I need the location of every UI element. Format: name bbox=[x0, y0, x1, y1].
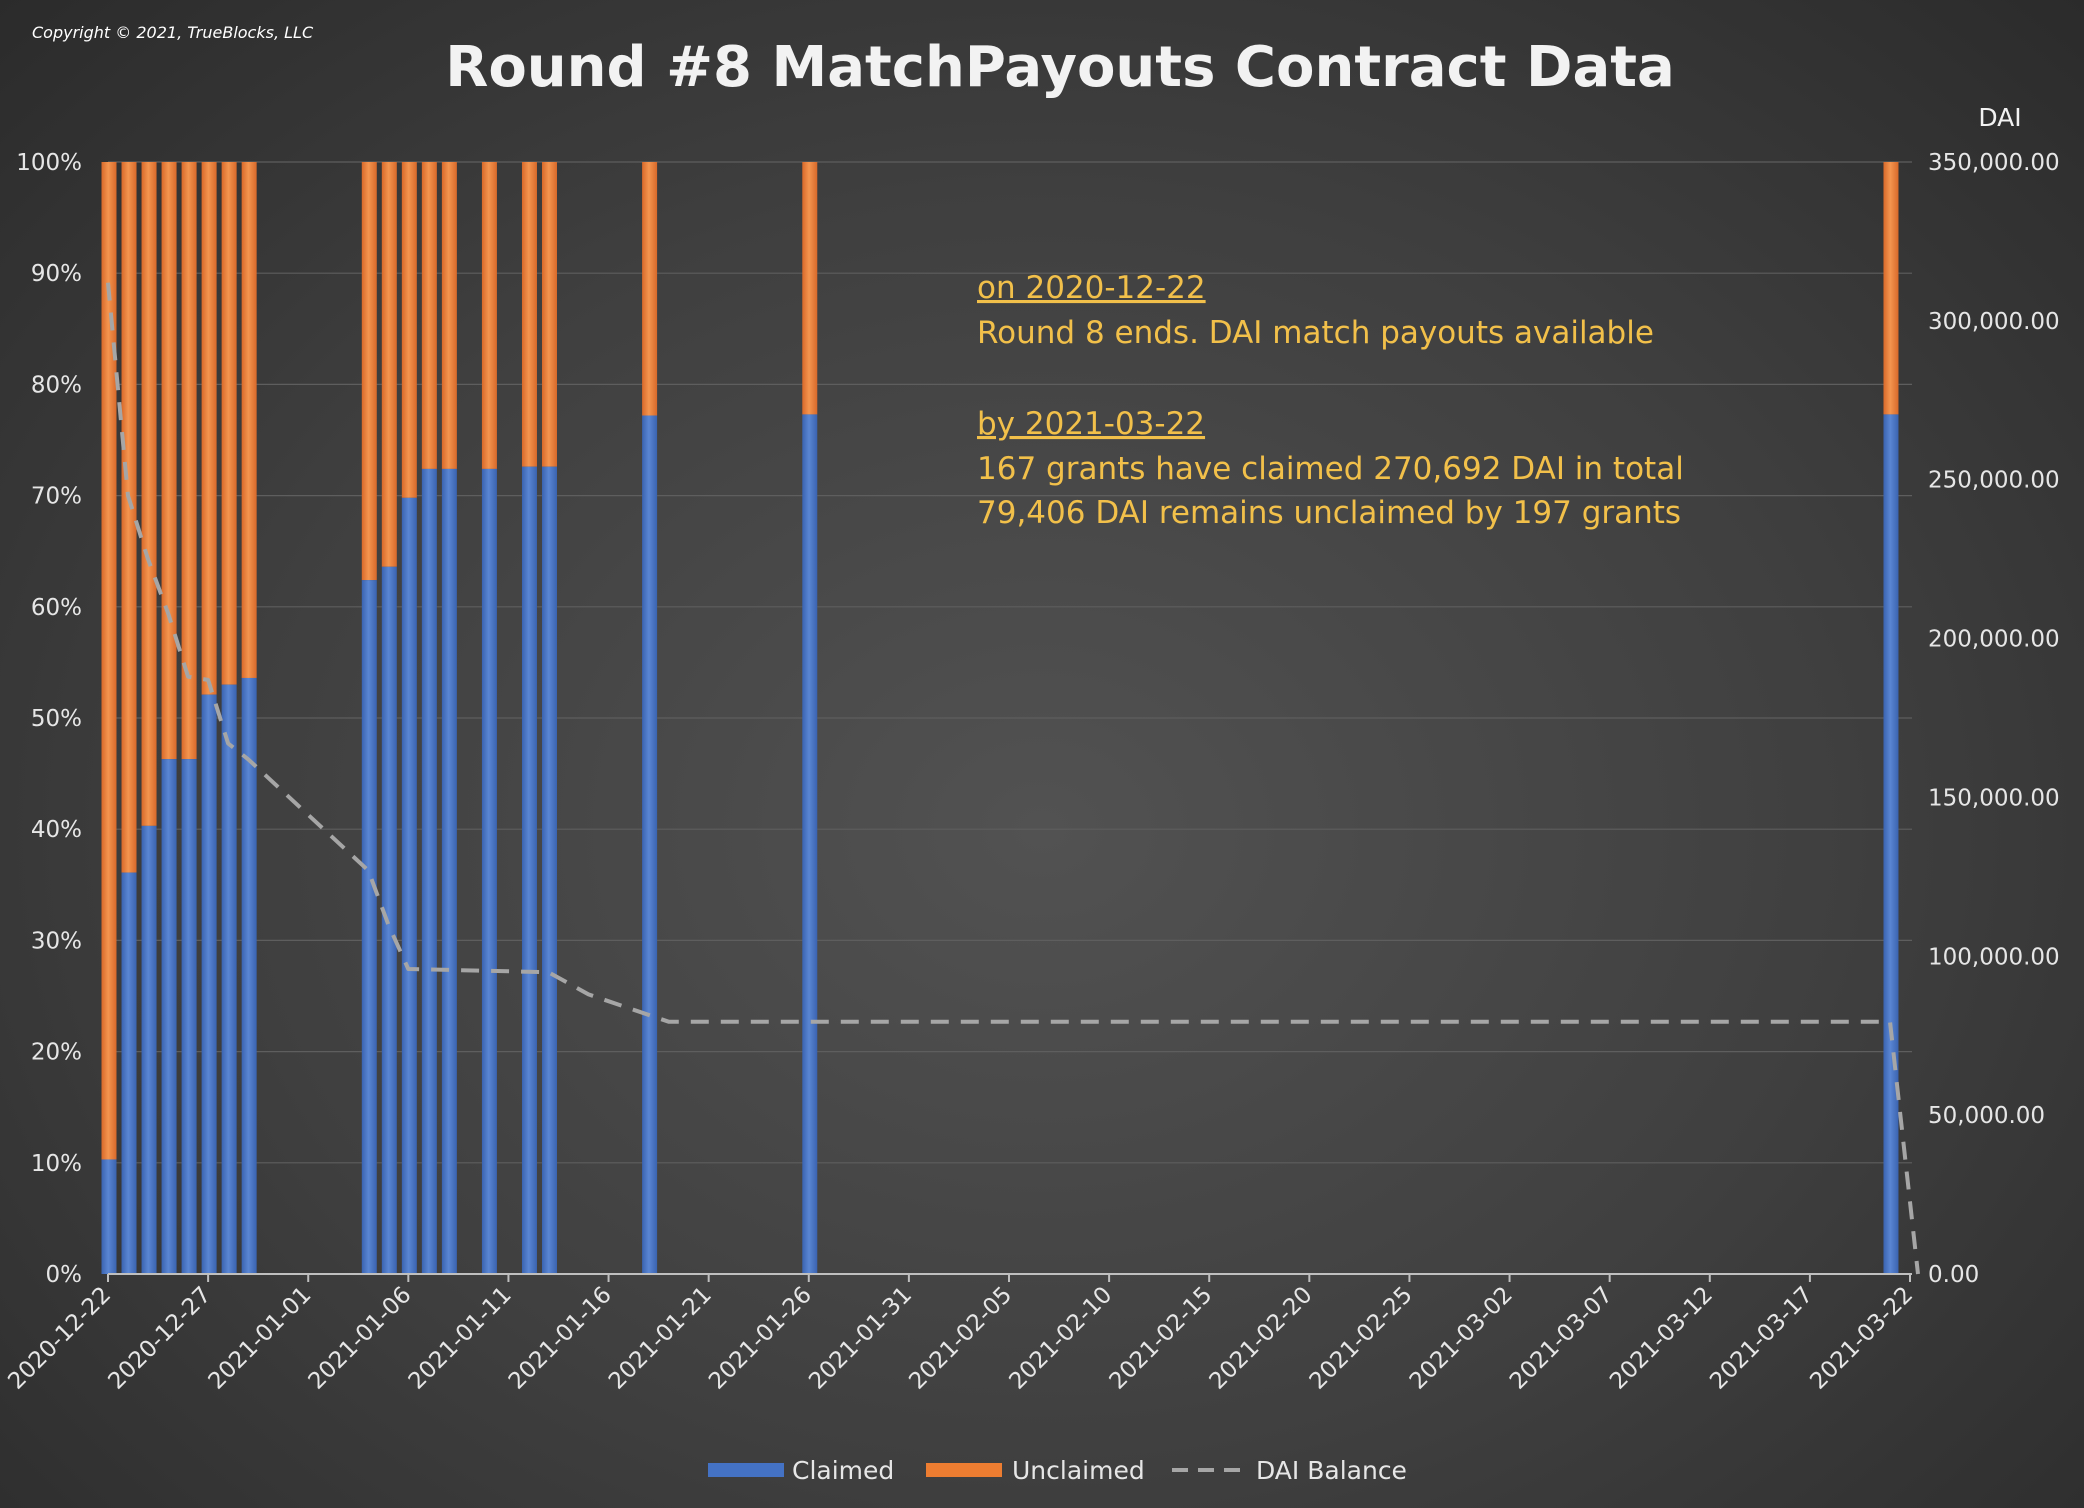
copyright-text: Copyright © 2021, TrueBlocks, LLC bbox=[32, 23, 314, 42]
bar-unclaimed bbox=[121, 162, 137, 873]
x-tick-label: 2021-03-07 bbox=[1505, 1282, 1618, 1395]
bar-unclaimed bbox=[161, 162, 177, 760]
bar-claimed bbox=[241, 677, 257, 1274]
x-tick-label: 2021-02-10 bbox=[1004, 1282, 1117, 1395]
x-tick-label: 2021-01-21 bbox=[604, 1282, 717, 1395]
y2-tick-label: 0.00 bbox=[1928, 1262, 1979, 1288]
y-tick-label: 60% bbox=[31, 595, 82, 621]
bar-unclaimed bbox=[141, 162, 157, 826]
x-tick-label: 2021-01-06 bbox=[304, 1282, 417, 1395]
x-tick-label: 2020-12-27 bbox=[103, 1282, 216, 1395]
y-tick-label: 80% bbox=[31, 372, 82, 398]
bar-unclaimed bbox=[181, 162, 197, 760]
y-tick-label: 30% bbox=[31, 928, 82, 954]
bar-unclaimed bbox=[421, 162, 437, 469]
legend-swatch-claimed bbox=[708, 1463, 784, 1477]
bar-unclaimed bbox=[541, 162, 557, 467]
y-tick-label: 0% bbox=[46, 1262, 83, 1288]
legend-label-unclaimed: Unclaimed bbox=[1012, 1456, 1145, 1485]
y-tick-label: 90% bbox=[31, 261, 82, 287]
y2-tick-label: 350,000.00 bbox=[1928, 150, 2060, 176]
dai-balance-series bbox=[106, 282, 1920, 1275]
bar-claimed bbox=[1883, 414, 1899, 1274]
annotation-line-3: 79,406 DAI remains unclaimed by 197 gran… bbox=[977, 495, 1681, 531]
bar-unclaimed bbox=[201, 162, 217, 695]
x-tick-label: 2021-02-15 bbox=[1105, 1282, 1218, 1395]
x-tick-label: 2021-03-22 bbox=[1805, 1282, 1918, 1395]
bar-claimed bbox=[401, 497, 417, 1275]
bar-unclaimed bbox=[381, 162, 397, 567]
bar-claimed bbox=[481, 468, 497, 1274]
bar-claimed bbox=[161, 759, 177, 1274]
y-tick-label: 70% bbox=[31, 484, 82, 510]
y2-axis-label: DAI bbox=[1978, 103, 2021, 132]
y-tick-label: 50% bbox=[31, 706, 82, 732]
x-tick-label: 2021-03-17 bbox=[1705, 1282, 1818, 1395]
x-tick-label: 2020-12-22 bbox=[3, 1282, 116, 1395]
y2-tick-label: 250,000.00 bbox=[1928, 468, 2060, 494]
bar-unclaimed bbox=[401, 162, 417, 498]
y2-tick-label: 150,000.00 bbox=[1928, 785, 2060, 811]
y-tick-label: 10% bbox=[31, 1151, 82, 1177]
bar-claimed bbox=[201, 694, 217, 1274]
bar-unclaimed bbox=[361, 162, 377, 581]
x-tick-label: 2021-02-20 bbox=[1205, 1282, 1318, 1395]
bar-unclaimed bbox=[221, 162, 237, 685]
y-tick-label: 40% bbox=[31, 817, 82, 843]
x-tick-label: 2021-03-12 bbox=[1605, 1282, 1718, 1395]
bar-claimed bbox=[642, 415, 658, 1274]
bar-unclaimed bbox=[241, 162, 257, 678]
bar-unclaimed bbox=[642, 162, 658, 416]
annotation-line-1: Round 8 ends. DAI match payouts availabl… bbox=[977, 315, 1654, 351]
y-tick-label: 100% bbox=[16, 150, 82, 176]
bar-unclaimed bbox=[521, 162, 537, 467]
bar-claimed bbox=[221, 684, 237, 1274]
bar-unclaimed bbox=[481, 162, 497, 469]
x-tick-label: 2021-01-26 bbox=[704, 1282, 817, 1395]
y2-tick-label: 200,000.00 bbox=[1928, 627, 2060, 653]
x-tick-label: 2021-01-11 bbox=[404, 1282, 517, 1395]
dai-balance-line bbox=[106, 282, 1920, 1275]
y2-tick-label: 100,000.00 bbox=[1928, 944, 2060, 970]
x-tick-label: 2021-03-02 bbox=[1405, 1282, 1518, 1395]
y2-tick-labels: 0.00 50,000.00 100,000.00 150,000.00 200,000… bbox=[1928, 150, 2060, 1288]
x-tick-label: 2021-02-25 bbox=[1305, 1282, 1418, 1395]
bar-claimed bbox=[421, 468, 437, 1274]
bar-claimed bbox=[381, 566, 397, 1274]
x-tick-labels: 2020-12-222020-12-272021-01-012021-01-06… bbox=[3, 1282, 1918, 1395]
x-tick-label: 2021-01-31 bbox=[804, 1282, 917, 1395]
y2-tick-label: 300,000.00 bbox=[1928, 309, 2060, 335]
bar-claimed bbox=[541, 466, 557, 1274]
x-tick-label: 2021-01-16 bbox=[504, 1282, 617, 1395]
bar-unclaimed bbox=[1883, 162, 1899, 415]
bar-claimed bbox=[441, 468, 457, 1274]
bar-unclaimed bbox=[441, 162, 457, 469]
bar-claimed bbox=[181, 759, 197, 1274]
axes bbox=[107, 1273, 1912, 1282]
bars bbox=[101, 162, 1899, 1275]
annotation-box: on 2020-12-22 Round 8 ends. DAI match pa… bbox=[977, 270, 1684, 531]
bar-claimed bbox=[121, 872, 137, 1274]
bar-claimed bbox=[802, 414, 818, 1274]
y2-tick-label: 50,000.00 bbox=[1928, 1103, 2045, 1129]
annotation-heading-1: on 2020-12-22 bbox=[977, 270, 1206, 306]
bar-claimed bbox=[361, 580, 377, 1274]
bar-claimed bbox=[141, 825, 157, 1274]
annotation-line-2: 167 grants have claimed 270,692 DAI in t… bbox=[977, 451, 1684, 487]
y-tick-labels: 0% 10% 20% 30% 40% 50% 60% 70% 80% 90% 100% bbox=[16, 150, 82, 1288]
x-tick-label: 2021-01-01 bbox=[204, 1282, 317, 1395]
annotation-heading-2: by 2021-03-22 bbox=[977, 406, 1205, 442]
legend-label-claimed: Claimed bbox=[792, 1456, 894, 1485]
y-tick-label: 20% bbox=[31, 1040, 82, 1066]
legend-swatch-unclaimed bbox=[926, 1463, 1002, 1477]
legend-label-dai-balance: DAI Balance bbox=[1256, 1456, 1407, 1485]
bar-unclaimed bbox=[802, 162, 818, 415]
bar-claimed bbox=[521, 466, 537, 1274]
chart-title: Round #8 MatchPayouts Contract Data bbox=[445, 35, 1675, 100]
bar-unclaimed bbox=[101, 162, 117, 1160]
x-tick-label: 2021-02-05 bbox=[904, 1282, 1017, 1395]
bar-claimed bbox=[101, 1159, 117, 1274]
legend: Claimed Unclaimed DAI Balance bbox=[708, 1456, 1407, 1485]
